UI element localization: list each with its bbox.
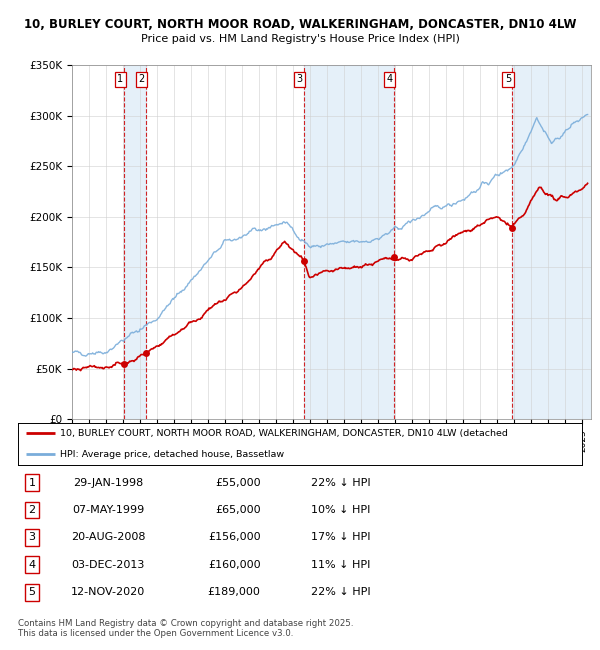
Text: 1: 1 bbox=[29, 478, 35, 488]
Text: 10% ↓ HPI: 10% ↓ HPI bbox=[311, 505, 371, 515]
Text: 17% ↓ HPI: 17% ↓ HPI bbox=[311, 532, 371, 542]
Text: £65,000: £65,000 bbox=[215, 505, 260, 515]
Text: £160,000: £160,000 bbox=[208, 560, 260, 570]
Text: 29-JAN-1998: 29-JAN-1998 bbox=[73, 478, 143, 488]
Text: Contains HM Land Registry data © Crown copyright and database right 2025.
This d: Contains HM Land Registry data © Crown c… bbox=[18, 619, 353, 638]
Text: Price paid vs. HM Land Registry's House Price Index (HPI): Price paid vs. HM Land Registry's House … bbox=[140, 34, 460, 44]
Text: 22% ↓ HPI: 22% ↓ HPI bbox=[311, 478, 371, 488]
Text: £189,000: £189,000 bbox=[208, 587, 260, 597]
Text: 2: 2 bbox=[29, 505, 35, 515]
Text: 20-AUG-2008: 20-AUG-2008 bbox=[71, 532, 145, 542]
Text: 4: 4 bbox=[29, 560, 35, 570]
Text: 10, BURLEY COURT, NORTH MOOR ROAD, WALKERINGHAM, DONCASTER, DN10 4LW: 10, BURLEY COURT, NORTH MOOR ROAD, WALKE… bbox=[24, 18, 576, 31]
Text: 3: 3 bbox=[29, 532, 35, 542]
Bar bbox=[124, 65, 146, 419]
Text: 22% ↓ HPI: 22% ↓ HPI bbox=[311, 587, 371, 597]
Text: £156,000: £156,000 bbox=[208, 532, 260, 542]
Text: 1: 1 bbox=[117, 74, 123, 84]
Text: 03-DEC-2013: 03-DEC-2013 bbox=[71, 560, 145, 570]
Text: 11% ↓ HPI: 11% ↓ HPI bbox=[311, 560, 371, 570]
Text: HPI: Average price, detached house, Bassetlaw: HPI: Average price, detached house, Bass… bbox=[60, 450, 284, 459]
Text: 3: 3 bbox=[296, 74, 303, 84]
Bar bbox=[304, 65, 394, 419]
Text: 10, BURLEY COURT, NORTH MOOR ROAD, WALKERINGHAM, DONCASTER, DN10 4LW (detached: 10, BURLEY COURT, NORTH MOOR ROAD, WALKE… bbox=[60, 428, 508, 437]
Text: 4: 4 bbox=[386, 74, 393, 84]
Text: 5: 5 bbox=[29, 587, 35, 597]
Bar bbox=[512, 65, 591, 419]
Text: 07-MAY-1999: 07-MAY-1999 bbox=[72, 505, 145, 515]
Text: £55,000: £55,000 bbox=[215, 478, 260, 488]
Text: 2: 2 bbox=[139, 74, 145, 84]
Text: 12-NOV-2020: 12-NOV-2020 bbox=[71, 587, 145, 597]
Text: 5: 5 bbox=[505, 74, 511, 84]
